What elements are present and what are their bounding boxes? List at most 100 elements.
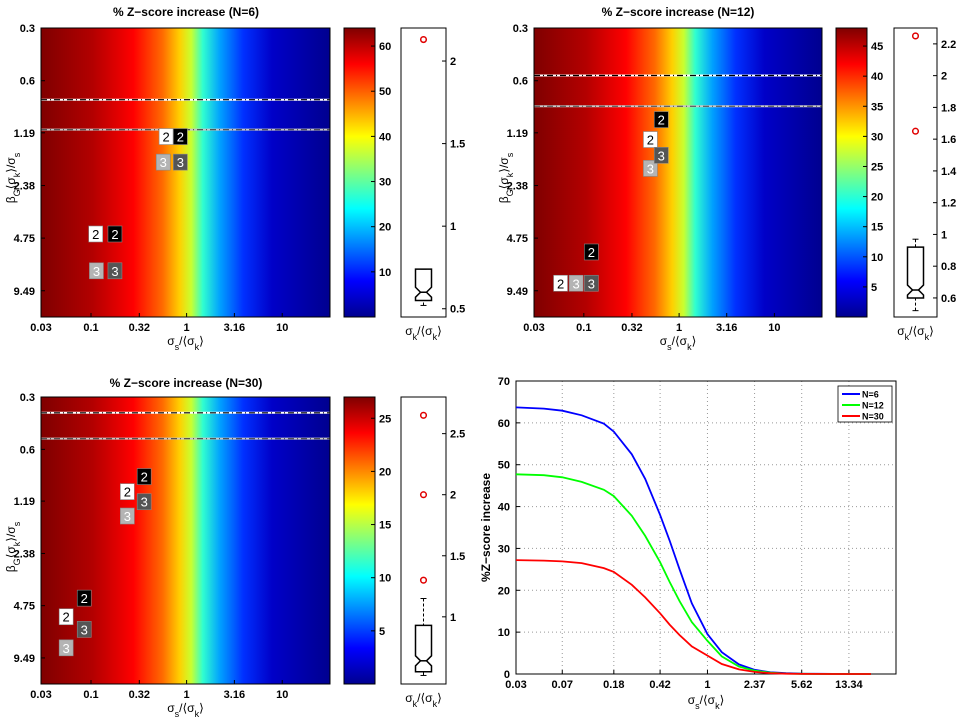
legend-label: N=12 bbox=[862, 401, 884, 411]
level-marker: 3 bbox=[89, 262, 104, 280]
level-marker-box bbox=[643, 160, 658, 177]
x-tick-label: 2.37 bbox=[744, 679, 765, 691]
boxplot-outlier bbox=[419, 411, 428, 419]
y-tick-label: 10 bbox=[498, 627, 510, 639]
heatmap-panel-1: % Z−score increase (N=6)2 23 32 23 30.03 0.1 0… bbox=[4, 5, 465, 342]
x-tick-label: 10 bbox=[276, 689, 288, 701]
colorbar-tick-label: 20 bbox=[379, 466, 391, 478]
plot-frame bbox=[515, 380, 897, 675]
legend: N=6N=12N=30 bbox=[837, 385, 893, 423]
level-marker: 2 bbox=[158, 128, 174, 145]
level-marker-label: 3 bbox=[141, 495, 148, 510]
level-marker-label: 2 bbox=[81, 591, 88, 606]
level-marker-box bbox=[584, 243, 599, 261]
level-marker-box bbox=[88, 225, 104, 243]
boxplot-frame bbox=[893, 27, 938, 318]
x-axis-label: σs/⟨σk⟩ bbox=[688, 693, 725, 711]
level-marker: 2 bbox=[76, 589, 92, 607]
boxplot-tick-label: 1.2 bbox=[941, 198, 956, 210]
level-marker-label: 2 bbox=[647, 133, 654, 148]
colorbar-tick-label: 5 bbox=[871, 282, 877, 294]
boxplot-tick-label: 0.6 bbox=[941, 293, 956, 305]
x-tick-label: 0.03 bbox=[30, 689, 51, 701]
boxplot-tick-label: 1.8 bbox=[941, 102, 956, 114]
contour-curves bbox=[534, 74, 822, 108]
x-tick-label: 10 bbox=[768, 322, 780, 334]
y-axis-label: βG⟨σk⟩/σs bbox=[4, 152, 22, 203]
level-marker-label: 3 bbox=[93, 264, 100, 279]
level-marker-box bbox=[553, 274, 568, 292]
x-axis-label: σs/⟨σk⟩ bbox=[167, 701, 204, 719]
level-marker: 3 bbox=[568, 274, 584, 292]
level-marker-box bbox=[107, 225, 123, 243]
x-tick-label: 1 bbox=[184, 689, 190, 701]
x-tick-label: 0.03 bbox=[523, 322, 544, 334]
x-tick-label: 0.1 bbox=[83, 689, 98, 701]
x-tick-label: 0.32 bbox=[621, 322, 642, 334]
boxplot-tick-label: 1 bbox=[941, 229, 947, 241]
heatmap-field bbox=[41, 397, 330, 684]
level-marker: 2 bbox=[136, 468, 152, 485]
level-marker: 2 bbox=[58, 608, 74, 626]
boxplot-frame bbox=[400, 396, 447, 685]
y-tick-label: 4.75 bbox=[14, 233, 35, 245]
boxplot-tick-label: 1 bbox=[450, 221, 456, 233]
colorbar-gradient bbox=[343, 396, 376, 685]
x-tick-label: 1 bbox=[184, 322, 190, 334]
x-tick-label: 0.03 bbox=[505, 679, 526, 691]
colorbar-tick-label: 40 bbox=[871, 71, 883, 83]
boxplot-label: σk/⟨σk⟩ bbox=[405, 691, 442, 709]
level-marker: 3 bbox=[653, 147, 669, 164]
y-tick-label: 30 bbox=[498, 543, 510, 555]
level-marker-label: 3 bbox=[572, 276, 579, 291]
x-tick-label: 0.03 bbox=[30, 322, 51, 334]
x-tick-label: 0.32 bbox=[129, 689, 150, 701]
colorbar-tick-label: 30 bbox=[871, 131, 883, 143]
level-marker-label: 2 bbox=[588, 245, 595, 260]
x-tick-label: 0.07 bbox=[552, 679, 573, 691]
chart-title: % Z−score increase (N=12) bbox=[602, 5, 755, 19]
x-tick-label: 3.16 bbox=[224, 689, 245, 701]
y-tick-label: 60 bbox=[498, 418, 510, 430]
y-tick-label: 9.49 bbox=[14, 653, 35, 665]
level-marker-label: 2 bbox=[658, 113, 665, 128]
y-tick-label: 50 bbox=[498, 460, 510, 472]
boxplot-tick-label: 2 bbox=[450, 490, 456, 502]
level-marker-box bbox=[76, 589, 92, 607]
colorbar: 5 10 15 20 25 30 35 40 45 bbox=[835, 27, 883, 318]
level-marker: 2 bbox=[584, 243, 599, 261]
level-marker-box bbox=[136, 468, 152, 485]
y-tick-label: 2.38 bbox=[14, 181, 35, 193]
level-marker: 3 bbox=[58, 639, 74, 657]
x-tick-label: 0.1 bbox=[83, 322, 98, 334]
y-tick-label: 4.75 bbox=[507, 233, 528, 245]
x-tick-label: 3.16 bbox=[716, 322, 737, 334]
y-tick-label: 0.3 bbox=[20, 23, 35, 35]
colorbar-gradient bbox=[835, 27, 868, 318]
level-marker: 3 bbox=[643, 160, 658, 177]
x-tick-label: 0.1 bbox=[576, 322, 591, 334]
level-marker-label: 2 bbox=[141, 470, 148, 485]
level-marker: 3 bbox=[136, 493, 152, 511]
y-tick-label: 0 bbox=[504, 669, 510, 681]
x-tick-label: 5.62 bbox=[791, 679, 812, 691]
level-marker-label: 2 bbox=[162, 130, 169, 145]
colorbar-tick-label: 50 bbox=[379, 86, 391, 98]
x-tick-label: 0.18 bbox=[603, 679, 624, 691]
x-tick-label: 13.34 bbox=[835, 679, 863, 691]
plot-area bbox=[515, 380, 897, 675]
colorbar: 5 10 15 20 25 bbox=[343, 396, 391, 685]
x-axis-label: σs/⟨σk⟩ bbox=[167, 334, 204, 352]
boxplot-box bbox=[414, 268, 433, 302]
boxplot-tick-label: 1.6 bbox=[941, 134, 956, 146]
legend-label: N=6 bbox=[862, 390, 879, 400]
y-tick-label: 40 bbox=[498, 502, 510, 514]
level-marker-box bbox=[568, 274, 584, 292]
heatmap-frame bbox=[40, 27, 331, 318]
level-marker: 2 bbox=[643, 131, 658, 148]
colorbar-tick-label: 10 bbox=[379, 267, 391, 279]
boxplot-label: σk/⟨σk⟩ bbox=[405, 324, 442, 342]
line-chart-panel: 0.03 0.07 0.18 0.42 1 2.37 5.62 13.34 0 10 20 30 40 5… bbox=[479, 376, 897, 711]
colorbar-tick-label: 10 bbox=[379, 573, 391, 585]
